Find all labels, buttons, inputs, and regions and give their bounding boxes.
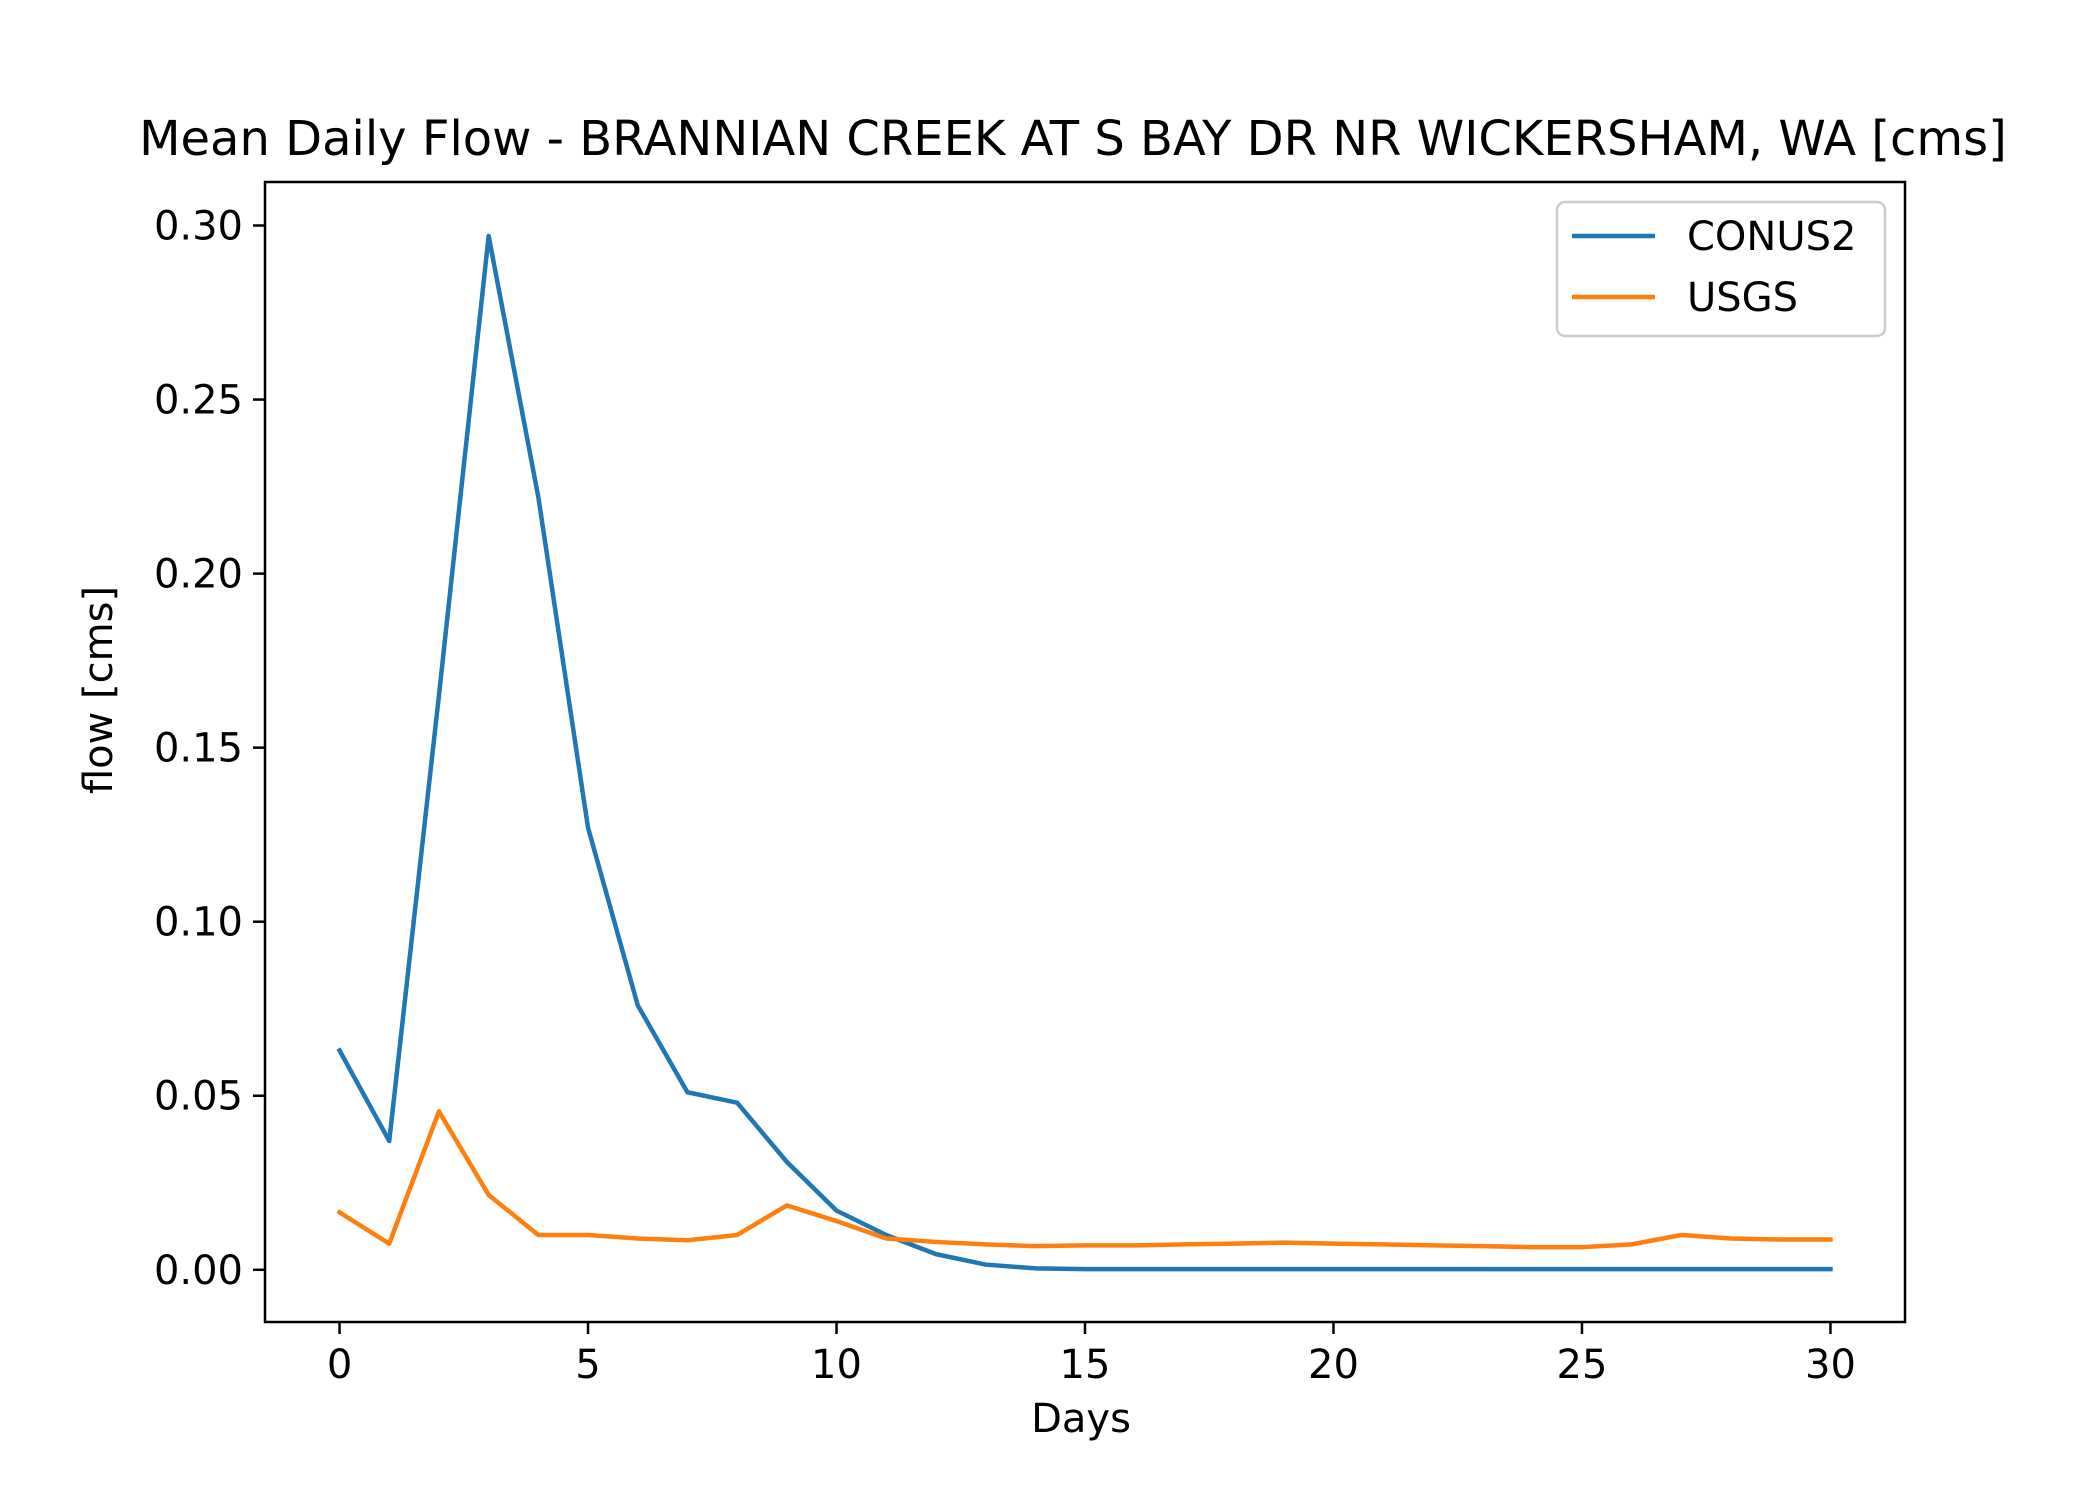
y-tick-label: 0.15 [154, 726, 243, 772]
y-tick-label: 0.10 [154, 900, 243, 946]
legend-label-conus2: CONUS2 [1687, 214, 1856, 260]
x-tick-label: 25 [1557, 1342, 1608, 1388]
y-tick-label: 0.00 [154, 1248, 243, 1294]
chart-title: Mean Daily Flow - BRANNIAN CREEK AT S BA… [139, 111, 2007, 167]
x-axis-title: Days [1031, 1396, 1131, 1442]
x-tick-label: 5 [575, 1342, 600, 1388]
plot-area [336, 233, 1833, 1272]
y-tick-label: 0.30 [154, 204, 243, 250]
y-tick-label: 0.25 [154, 378, 243, 424]
x-tick-label: 20 [1308, 1342, 1359, 1388]
y-axis: 0.00 0.05 0.10 0.15 0.20 0.25 0.30 [154, 204, 265, 1294]
y-tick-label: 0.05 [154, 1074, 243, 1120]
legend-label-usgs: USGS [1687, 275, 1798, 321]
legend: CONUS2 USGS [1555, 200, 1887, 338]
x-axis: 0 5 10 15 20 25 30 [327, 1322, 1856, 1388]
series-line-conus2 [336, 233, 1833, 1272]
x-tick-label: 0 [327, 1342, 352, 1388]
x-tick-label: 15 [1060, 1342, 1111, 1388]
series-line-usgs [336, 1109, 1833, 1250]
x-tick-label: 30 [1805, 1342, 1856, 1388]
y-axis-title: flow [cms] [76, 586, 122, 794]
y-tick-label: 0.20 [154, 552, 243, 598]
x-tick-label: 10 [811, 1342, 862, 1388]
